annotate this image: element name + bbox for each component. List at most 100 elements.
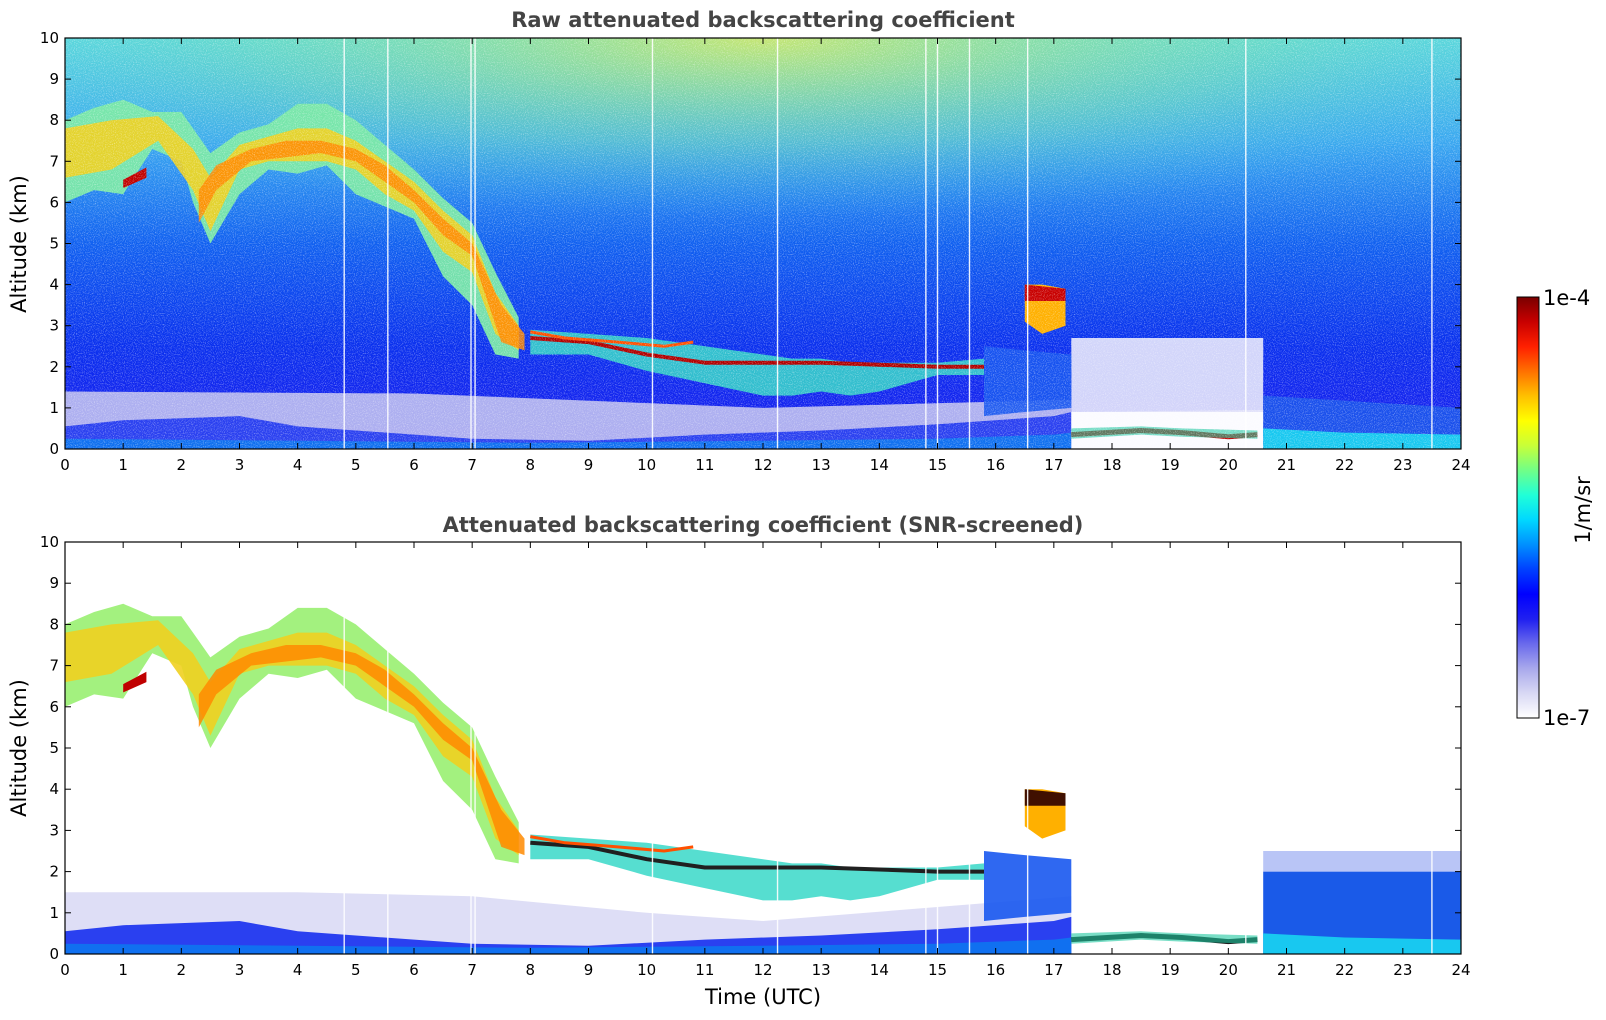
bottom-x-tick-label-13: 13: [812, 961, 831, 979]
bottom-surface-layer: [65, 937, 1072, 954]
bottom-y-tick-label-5: 5: [49, 739, 59, 757]
top-x-tick-label-10: 10: [637, 456, 656, 474]
colorbar-gradient: [1516, 296, 1540, 719]
bottom-y-tick-label-1: 1: [49, 904, 59, 922]
bottom-cirrus-mid: [65, 620, 519, 856]
bottom-plot-area: [65, 542, 1461, 954]
top-x-tick-label-4: 4: [293, 456, 303, 474]
top-chart-title: Raw attenuated backscattering coefficien…: [511, 8, 1015, 32]
top-y-tick-label-5: 5: [49, 235, 59, 253]
bottom-x-ticks: 0 1 2 3 4 5 6 7 8 9 10 11 12 13 14 15 16 17 18 19 20 21 22 23 24: [60, 542, 1471, 979]
top-y-tick-label-9: 9: [49, 70, 59, 88]
top-y-tick-label-7: 7: [49, 152, 59, 170]
bottom-plot-layers: [65, 603, 1461, 954]
bottom-x-tick-label-6: 6: [409, 961, 419, 979]
top-y-tick-label-6: 6: [49, 193, 59, 211]
top-x-tick-label-24: 24: [1451, 456, 1470, 474]
top-y-axis-label: Altitude (km): [7, 175, 31, 313]
bottom-night-surface: [1263, 933, 1461, 954]
top-y-tick-label-0: 0: [49, 440, 59, 458]
bottom-cloud-layer-base: [530, 840, 984, 874]
bottom-low-cloud-glow: [1071, 931, 1258, 944]
bottom-x-tick-label-14: 14: [870, 961, 889, 979]
bottom-y-tick-label-3: 3: [49, 821, 59, 839]
bottom-y-ticks: 0 1 2 3 4 5 6 7 8 9 10: [40, 533, 1461, 963]
top-noise-overlay: [65, 38, 1461, 449]
top-x-tick-label-23: 23: [1393, 456, 1412, 474]
bottom-x-tick-label-19: 19: [1161, 961, 1180, 979]
bottom-x-tick-label-21: 21: [1277, 961, 1296, 979]
bottom-y-tick-label-9: 9: [49, 574, 59, 592]
bottom-night-layer-edge: [1263, 851, 1461, 872]
bottom-y-tick-label-6: 6: [49, 698, 59, 716]
top-x-ticks: 0 1 2 3 4 5 6 7 8 9 10 11 12 13 14 15 16 17 18 19 20 21 22 23 24: [60, 38, 1471, 474]
bottom-x-tick-label-22: 22: [1335, 961, 1354, 979]
top-x-tick-label-17: 17: [1044, 456, 1063, 474]
bottom-y-tick-label-2: 2: [49, 863, 59, 881]
top-gap-lines: [343, 38, 1433, 449]
top-x-tick-label-2: 2: [177, 456, 187, 474]
top-x-tick-label-1: 1: [118, 456, 128, 474]
top-x-tick-label-13: 13: [812, 456, 831, 474]
bottom-night-layer: [1263, 871, 1461, 954]
top-x-tick-label-14: 14: [870, 456, 889, 474]
top-y-tick-label-2: 2: [49, 358, 59, 376]
top-y-tick-label-1: 1: [49, 399, 59, 417]
bottom-x-tick-label-17: 17: [1044, 961, 1063, 979]
bottom-x-tick-label-3: 3: [235, 961, 245, 979]
bottom-x-tick-label-23: 23: [1393, 961, 1412, 979]
x-axis-label: Time (UTC): [704, 985, 821, 1009]
top-x-tick-label-0: 0: [60, 456, 70, 474]
bottom-x-tick-label-10: 10: [637, 961, 656, 979]
colorbar-max-label: 1e-4: [1543, 286, 1590, 310]
bottom-y-tick-label-4: 4: [49, 780, 59, 798]
bottom-x-tick-label-16: 16: [986, 961, 1005, 979]
bottom-y-tick-label-8: 8: [49, 615, 59, 633]
top-y-tick-label-10: 10: [40, 29, 59, 47]
bottom-x-tick-label-5: 5: [351, 961, 361, 979]
top-x-tick-label-15: 15: [928, 456, 947, 474]
bottom-y-axis-label: Altitude (km): [7, 679, 31, 817]
top-x-tick-label-5: 5: [351, 456, 361, 474]
bottom-cloud-layer-top: [530, 835, 694, 853]
colorbar-unit-label: 1/m/sr: [1571, 476, 1595, 544]
bottom-chart-title: Attenuated backscattering coefficient (S…: [443, 513, 1084, 537]
bottom-y-tick-label-0: 0: [49, 945, 59, 963]
colorbar: 1e-4 1e-7 1/m/sr: [1516, 286, 1595, 730]
bottom-x-tick-label-1: 1: [118, 961, 128, 979]
top-x-tick-label-20: 20: [1219, 456, 1238, 474]
bottom-x-tick-label-15: 15: [928, 961, 947, 979]
bottom-x-tick-label-8: 8: [526, 961, 536, 979]
bottom-y-tick-label-10: 10: [40, 533, 59, 551]
bottom-x-tick-label-12: 12: [753, 961, 772, 979]
bottom-cirrus-outer: [65, 603, 519, 864]
top-x-tick-label-7: 7: [467, 456, 477, 474]
top-x-tick-label-19: 19: [1161, 456, 1180, 474]
top-x-tick-label-3: 3: [235, 456, 245, 474]
bottom-x-tick-label-7: 7: [467, 961, 477, 979]
bottom-boundary-layer: [65, 916, 1072, 954]
top-y-tick-label-3: 3: [49, 317, 59, 335]
bottom-cirrus-dense-patch: [123, 671, 147, 693]
bottom-x-tick-label-24: 24: [1451, 961, 1470, 979]
top-y-ticks: 0 1 2 3 4 5 6 7 8 9 10: [40, 29, 1461, 458]
top-x-tick-label-9: 9: [584, 456, 594, 474]
bottom-x-tick-label-20: 20: [1219, 961, 1238, 979]
bottom-x-tick-label-9: 9: [584, 961, 594, 979]
top-x-tick-label-21: 21: [1277, 456, 1296, 474]
colorbar-min-label: 1e-7: [1543, 706, 1590, 730]
bottom-x-tick-label-0: 0: [60, 961, 70, 979]
bottom-gap-lines: [343, 542, 1433, 954]
top-y-tick-label-4: 4: [49, 276, 59, 294]
top-x-tick-label-18: 18: [1102, 456, 1121, 474]
top-x-tick-label-16: 16: [986, 456, 1005, 474]
bottom-y-tick-label-7: 7: [49, 657, 59, 675]
bottom-x-tick-label-18: 18: [1102, 961, 1121, 979]
top-x-tick-label-22: 22: [1335, 456, 1354, 474]
bottom-cloud-block-top: [1024, 789, 1066, 806]
bottom-x-tick-label-2: 2: [177, 961, 187, 979]
top-x-tick-label-6: 6: [409, 456, 419, 474]
top-x-tick-label-12: 12: [753, 456, 772, 474]
bottom-cirrus-core: [198, 645, 525, 856]
